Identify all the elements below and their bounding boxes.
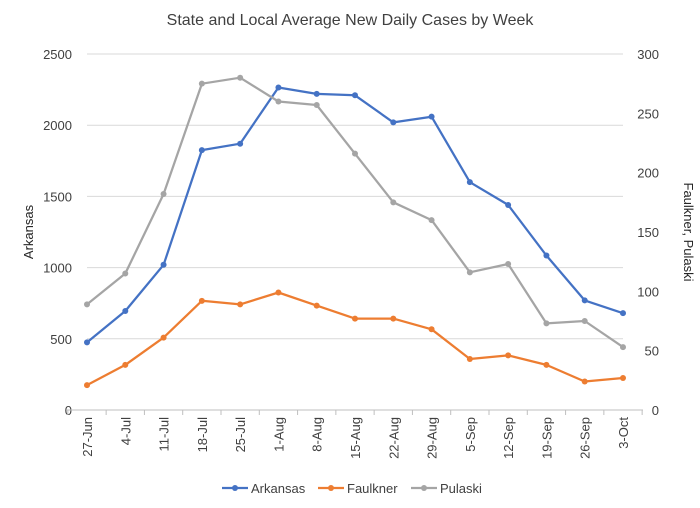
data-point (313, 90, 320, 97)
legend-label: Faulkner (347, 481, 398, 496)
data-point (390, 119, 397, 126)
x-tick-label: 22-Aug (386, 417, 401, 459)
data-point (581, 318, 588, 324)
left-axis-title: Arkansas (21, 204, 36, 259)
x-tick-label: 18-Jul (195, 417, 210, 453)
right-tick-label: 100 (637, 284, 659, 299)
right-axis-ticks: 0 50 100 150 200 250 300 (637, 47, 659, 418)
data-point (275, 289, 282, 296)
data-point (237, 74, 244, 81)
data-point (581, 297, 588, 304)
data-point (543, 252, 550, 259)
data-point (620, 374, 626, 381)
data-point (237, 301, 244, 308)
data-point (84, 339, 90, 346)
right-tick-label: 300 (637, 47, 659, 62)
left-tick-label: 2000 (43, 118, 72, 133)
x-tick-label: 27-Jun (80, 417, 95, 457)
data-point (543, 320, 550, 327)
right-tick-label: 200 (637, 166, 659, 181)
x-tick-label: 3-Oct (616, 417, 631, 449)
data-point (352, 92, 358, 99)
data-point (198, 297, 205, 304)
legend-marker (421, 485, 427, 491)
data-point (122, 270, 129, 277)
data-point (428, 113, 435, 120)
data-point (84, 382, 90, 389)
series-arkansas (84, 84, 626, 346)
data-point (505, 261, 512, 268)
gridlines (87, 53, 623, 340)
data-point (122, 361, 129, 368)
data-point (352, 150, 358, 157)
data-point (428, 326, 435, 333)
data-point (122, 308, 129, 315)
series-line-arkansas (86, 86, 624, 344)
left-tick-label: 500 (50, 332, 72, 347)
x-axis-tickmarks (67, 410, 643, 415)
series-faulkner (84, 289, 626, 389)
data-point (505, 352, 512, 359)
series-line-pulaski (86, 76, 624, 349)
chart-title: State and Local Average New Daily Cases … (167, 12, 535, 29)
data-point (237, 140, 244, 147)
data-point (620, 344, 626, 351)
data-point (198, 147, 205, 154)
data-point (581, 378, 588, 385)
data-point (198, 80, 205, 87)
data-point (84, 301, 90, 308)
x-tick-label: 1-Aug (271, 417, 286, 452)
data-point (620, 310, 626, 317)
x-tick-label: 15-Aug (348, 417, 363, 459)
data-point (466, 355, 473, 362)
right-axis-title: Faulkner, Pulaski (681, 183, 696, 282)
data-point (352, 315, 358, 322)
x-tick-label: 19-Sep (539, 417, 554, 459)
data-point (313, 302, 320, 309)
legend-label: Arkansas (251, 481, 306, 496)
x-tick-label: 12-Sep (501, 417, 516, 459)
x-tick-label: 11-Jul (157, 417, 172, 452)
data-point (160, 191, 167, 198)
x-tick-label: 5-Sep (463, 417, 478, 452)
data-point (160, 334, 167, 341)
left-tick-label: 1000 (43, 261, 72, 276)
legend-item-faulkner[interactable]: Faulkner (318, 481, 398, 496)
data-point (275, 84, 282, 91)
x-tick-label: 26-Sep (578, 417, 593, 459)
data-point (160, 261, 167, 268)
legend-item-pulaski[interactable]: Pulaski (411, 481, 482, 496)
x-tick-label: 25-Jul (233, 417, 248, 453)
legend-label: Pulaski (440, 481, 482, 496)
data-point (543, 361, 550, 368)
legend-marker (232, 485, 238, 491)
data-point (466, 269, 473, 276)
data-point (275, 98, 282, 105)
right-tick-label: 150 (637, 225, 659, 240)
right-tick-label: 250 (637, 106, 659, 121)
series-group (84, 74, 626, 389)
data-point (466, 179, 473, 186)
data-point (313, 102, 320, 109)
x-tick-label: 8-Aug (310, 417, 325, 452)
left-axis-ticks: 05001000150020002500 (43, 47, 72, 418)
left-tick-label: 1500 (43, 189, 72, 204)
series-pulaski (84, 74, 626, 351)
legend[interactable]: Arkansas Faulkner Pulaski (222, 481, 482, 496)
data-point (390, 315, 397, 322)
right-tick-label: 0 (652, 403, 659, 418)
legend-item-arkansas[interactable]: Arkansas (222, 481, 306, 496)
data-point (390, 199, 397, 206)
legend-marker (328, 485, 334, 491)
x-tick-label: 29-Aug (425, 417, 440, 459)
left-tick-label: 2500 (43, 47, 72, 62)
x-axis-ticks: 27-Jun 4-Jul 11-Jul 18-Jul 25-Jul 1-Aug 8-Aug 1… (80, 417, 631, 459)
right-tick-label: 50 (645, 344, 659, 359)
x-tick-label: 4-Jul (118, 417, 133, 445)
data-point (428, 217, 435, 224)
data-point (505, 201, 512, 208)
